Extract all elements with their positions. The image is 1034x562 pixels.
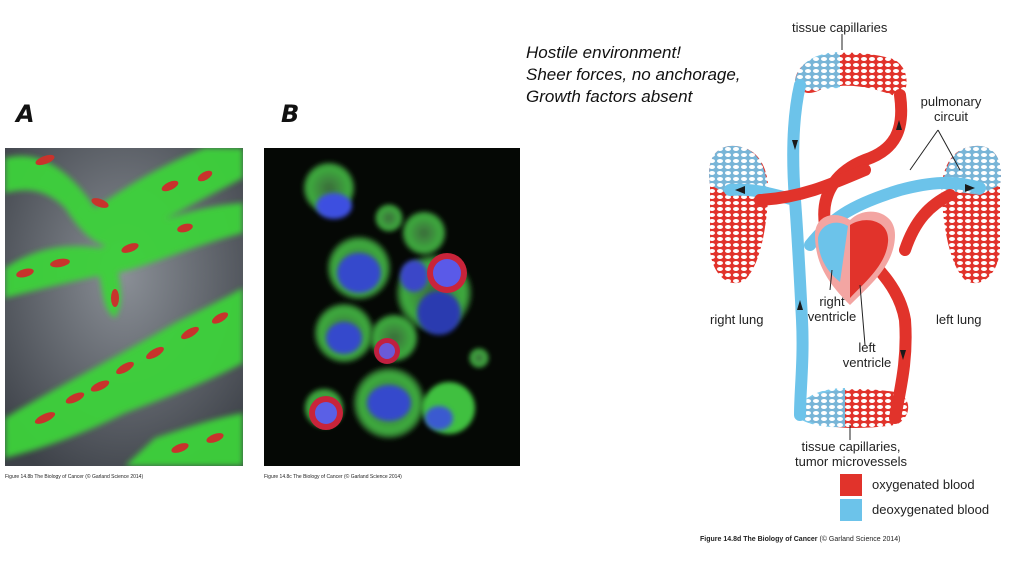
label-pulmonary-line-2: circuit bbox=[934, 109, 968, 124]
leader-lines bbox=[829, 34, 961, 440]
label-pulmonary-line-1: pulmonary bbox=[920, 94, 982, 109]
micrograph-b bbox=[264, 148, 520, 466]
label-right-ventricle-line-1: right bbox=[819, 294, 845, 309]
heart bbox=[815, 211, 895, 305]
panel-a-caption: Figure 14.8b The Biology of Cancer (© Ga… bbox=[5, 474, 144, 480]
figure-caption: Figure 14.8d The Biology of Cancer (© Ga… bbox=[700, 536, 900, 543]
figure-caption-book: The Biology of Cancer bbox=[743, 536, 818, 543]
label-right-ventricle: right ventricle bbox=[802, 294, 862, 324]
bottom-capillary-bed bbox=[795, 388, 909, 428]
label-tissue-capillaries-bottom-line-1: tissue capillaries, bbox=[801, 439, 901, 454]
label-left-lung: left lung bbox=[936, 312, 982, 327]
hostile-environment-note: Hostile environment! Sheer forces, no an… bbox=[526, 42, 741, 108]
panel-b-letter: B bbox=[281, 100, 300, 128]
figure-caption-number: Figure 14.8d bbox=[700, 536, 742, 543]
label-right-ventricle-line-2: ventricle bbox=[807, 309, 857, 324]
label-left-ventricle-line-2: ventricle bbox=[842, 355, 892, 370]
circulation-diagram bbox=[709, 34, 1001, 440]
label-left-ventricle-line-1: left bbox=[858, 340, 876, 355]
panel-a-letter: A bbox=[16, 100, 35, 128]
label-right-lung: right lung bbox=[710, 312, 764, 327]
note-line-3: Growth factors absent bbox=[526, 87, 693, 106]
note-line-1: Hostile environment! bbox=[526, 43, 681, 62]
label-pulmonary-circuit: pulmonary circuit bbox=[916, 94, 986, 124]
label-tissue-capillaries-top: tissue capillaries bbox=[792, 20, 888, 35]
label-left-ventricle: left ventricle bbox=[832, 340, 902, 370]
legend-swatch-deoxygenated bbox=[840, 499, 862, 521]
figure-caption-copyright: (© Garland Science 2014) bbox=[819, 536, 901, 543]
micrograph-a bbox=[5, 148, 243, 466]
panel-b-caption: Figure 14.8c The Biology of Cancer (© Ga… bbox=[264, 474, 402, 480]
left-lung-shape bbox=[941, 145, 1001, 284]
legend-swatch-oxygenated bbox=[840, 474, 862, 496]
vessels-micrograph-image bbox=[5, 148, 243, 466]
label-tissue-capillaries-bottom-line-2: tumor microvessels bbox=[795, 454, 907, 469]
flow-arrows bbox=[735, 120, 975, 360]
top-capillary-bed bbox=[795, 52, 907, 98]
right-lung-shape bbox=[709, 145, 769, 284]
legend-label-deoxygenated: deoxygenated blood bbox=[872, 502, 990, 517]
label-tissue-capillaries-bottom: tissue capillaries, tumor microvessels bbox=[786, 439, 916, 469]
note-line-2: Sheer forces, no anchorage, bbox=[526, 65, 741, 84]
legend-label-oxygenated: oxygenated blood bbox=[872, 477, 975, 492]
tumor-cells-micrograph-image bbox=[264, 148, 520, 466]
